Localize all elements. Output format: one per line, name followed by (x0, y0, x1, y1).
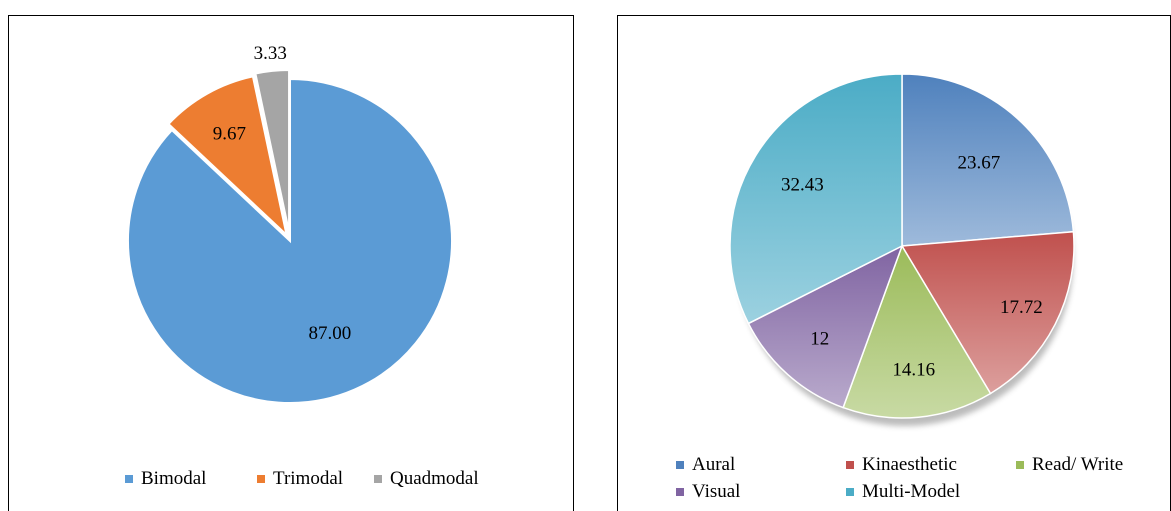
pie-slice-trimodal (167, 75, 289, 238)
legend-label-quadmodal: Quadmodal (390, 468, 479, 489)
legend-swatch-aural (676, 461, 684, 469)
data-label-bimodal: 87.00 (309, 323, 352, 344)
legend-item-multi-model: Multi-Model (846, 481, 960, 503)
legend-swatch-kinaesthetic (846, 461, 854, 469)
data-label-read-write: 14.16 (892, 359, 935, 380)
legend-swatch-quadmodal (374, 475, 382, 483)
legend-label-bimodal: Bimodal (141, 468, 207, 489)
legend-label-read-write: Read/ Write (1032, 454, 1124, 475)
legend-swatch-trimodal (257, 475, 265, 483)
legend-item-read-write: Read/ Write (1016, 454, 1123, 476)
pie-chart-2: 23.67 17.72 14.16 12 32.43 (729, 73, 1075, 426)
chart-2-frame: 23.67 17.72 14.16 12 32.43 Aural Kinaesthetic… (617, 15, 1171, 511)
legend-label-multi-model: Multi-Model (862, 481, 961, 502)
legend-swatch-read-write (1016, 461, 1024, 469)
data-label-multi-model: 32.43 (781, 175, 824, 196)
legend-item-aural: Aural (676, 454, 735, 476)
legend-item-trimodal: Trimodal (257, 468, 343, 490)
pie-slice-kinaesthetic (900, 230, 1075, 395)
pie-slice-read-write (842, 244, 992, 419)
legend-swatch-bimodal (125, 475, 133, 483)
data-label-kinaesthetic: 17.72 (1000, 297, 1043, 318)
data-label-visual: 12 (810, 329, 829, 350)
legend-label-visual: Visual (692, 481, 741, 502)
legend-item-kinaesthetic: Kinaesthetic (846, 454, 957, 476)
chart-1-frame: 87.00 9.67 3.33 Bimodal Trimodal Quadmodal (8, 15, 574, 511)
pie-slice-multi-model (729, 73, 903, 325)
legend-label-trimodal: Trimodal (273, 468, 344, 489)
legend-label-kinaesthetic: Kinaesthetic (862, 454, 957, 475)
pie-slice-aural (901, 73, 1075, 247)
pie-slice-quadmodal (254, 69, 291, 233)
legend-swatch-multi-model (846, 488, 854, 496)
legend-item-bimodal: Bimodal (125, 468, 206, 490)
data-label-quadmodal: 3.33 (254, 43, 287, 64)
pie-slice-bimodal (127, 77, 453, 404)
pie-chart-1: 87.00 9.67 3.33 (127, 43, 453, 404)
legend-label-aural: Aural (692, 454, 736, 475)
legend-swatch-visual (676, 488, 684, 496)
data-label-trimodal: 9.67 (213, 123, 246, 144)
data-label-aural: 23.67 (957, 152, 1000, 173)
legend-item-visual: Visual (676, 481, 740, 503)
legend-item-quadmodal: Quadmodal (374, 468, 479, 490)
pie-slice-visual (747, 244, 904, 409)
